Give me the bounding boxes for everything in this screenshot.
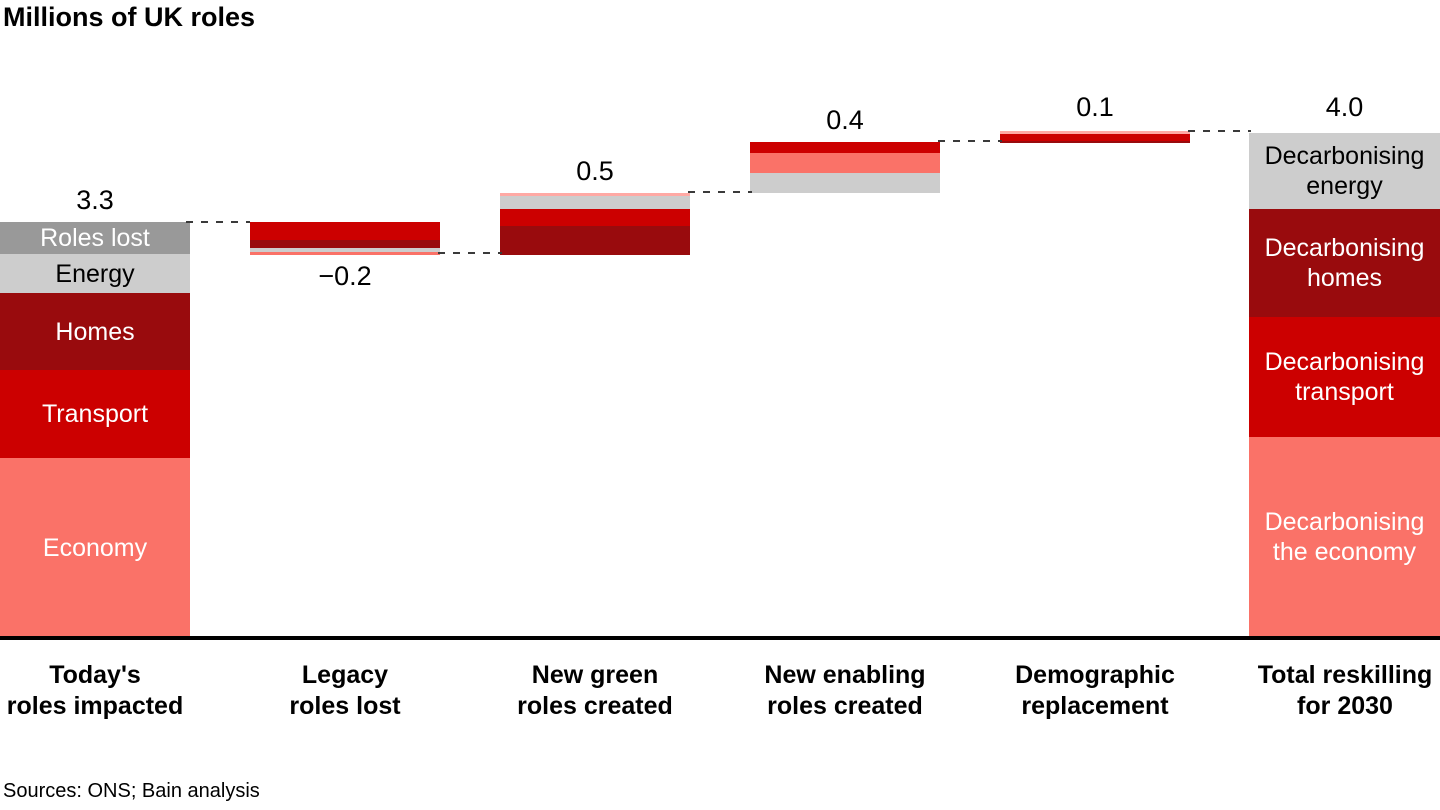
bar-total-reskilling-2030: Decarbonising energy Decarbonising homes… — [1249, 133, 1440, 637]
segment-homes: Homes — [0, 293, 190, 370]
segment-enabling-red — [750, 142, 940, 153]
segment-decarbonising-the-economy: Decarbonising the economy — [1249, 437, 1440, 637]
axis-label-total-reskilling: Total reskilling for 2030 — [1230, 660, 1440, 722]
segment-label-decarbonising-homes: Decarbonising homes — [1265, 233, 1425, 293]
axis-label-line: roles created — [767, 692, 923, 720]
axis-label-line: for 2030 — [1297, 692, 1393, 720]
segment-demo-darkred — [1000, 141, 1190, 143]
segment-green-gray — [500, 196, 690, 209]
x-axis-baseline — [0, 636, 1440, 640]
segment-label-line: Decarbonising — [1264, 234, 1425, 262]
segment-demo-red — [1000, 134, 1190, 141]
bar-new-green-roles — [500, 193, 690, 255]
segment-transport: Transport — [0, 370, 190, 458]
segment-green-red — [500, 209, 690, 226]
segment-legacy-darkred — [250, 240, 440, 248]
segment-label-line: Decarbonising — [1264, 508, 1425, 536]
axis-label-line: replacement — [1021, 692, 1169, 720]
chart-title: Millions of UK roles — [3, 2, 256, 32]
connector-dashed-line-2 — [438, 252, 502, 254]
value-label-todays: 3.3 — [76, 185, 114, 215]
connector-dashed-line-5 — [1188, 130, 1251, 132]
segment-label-decarbonising-transport: Decarbonising transport — [1265, 347, 1425, 407]
source-note: Sources: ONS; Bain analysis — [3, 780, 260, 802]
segment-roles-lost: Roles lost — [0, 222, 190, 254]
segment-demo-pink — [1000, 131, 1190, 134]
segment-enabling-salmon — [750, 153, 940, 173]
segment-economy: Economy — [0, 458, 190, 637]
segment-label-economy: Economy — [42, 533, 148, 562]
axis-label-line: roles created — [517, 692, 673, 720]
axis-label-line: Legacy — [301, 661, 389, 689]
segment-decarbonising-transport: Decarbonising transport — [1249, 317, 1440, 437]
connector-dashed-line-3 — [688, 191, 752, 193]
segment-enabling-gray — [750, 173, 940, 193]
segment-decarbonising-homes: Decarbonising homes — [1249, 209, 1440, 317]
segment-legacy-gray — [250, 248, 440, 252]
segment-label-roles-lost: Roles lost — [40, 224, 150, 252]
value-label-demographic: 0.1 — [1076, 92, 1114, 122]
axis-label-demographic-replacement: Demographic replacement — [980, 660, 1210, 722]
segment-legacy-red — [250, 222, 440, 240]
segment-label-line: Decarbonising — [1264, 142, 1425, 170]
axis-label-line: roles impacted — [6, 692, 184, 720]
segment-label-energy: Energy — [55, 259, 135, 288]
axis-label-line: roles lost — [289, 692, 401, 720]
axis-label-new-green-roles: New green roles created — [480, 660, 710, 722]
bar-new-enabling-roles — [750, 142, 940, 193]
axis-label-todays-roles-impacted: Today's roles impacted — [0, 660, 210, 722]
value-label-total: 4.0 — [1325, 92, 1364, 122]
segment-energy: Energy — [0, 254, 190, 293]
segment-label-line: Decarbonising — [1264, 348, 1425, 376]
value-label-enabling: 0.4 — [826, 105, 864, 135]
segment-green-pink — [500, 193, 690, 196]
axis-label-line: Total reskilling — [1257, 661, 1433, 689]
bar-todays-roles-impacted: Roles lost Energy Homes Transport Econom… — [0, 222, 190, 637]
segment-label-decarbonising-energy: Decarbonising energy — [1265, 141, 1425, 201]
value-label-legacy: −0.2 — [318, 261, 372, 291]
segment-label-line: the economy — [1272, 538, 1417, 566]
segment-label-transport: Transport — [41, 400, 149, 428]
segment-legacy-salmon — [250, 252, 440, 255]
axis-label-line: New enabling — [764, 661, 926, 689]
axis-label-line: Demographic — [1015, 661, 1175, 689]
value-label-green: 0.5 — [576, 156, 614, 186]
connector-dashed-line-1 — [186, 221, 250, 223]
segment-decarbonising-energy: Decarbonising energy — [1249, 133, 1440, 209]
bar-legacy-roles-lost — [250, 222, 440, 255]
connector-dashed-line-4 — [938, 140, 1002, 142]
segment-label-homes: Homes — [55, 317, 135, 346]
segment-label-line: energy — [1306, 172, 1383, 200]
segment-label-line: transport — [1295, 378, 1394, 406]
axis-label-line: Today's — [49, 661, 141, 689]
axis-label-new-enabling-roles: New enabling roles created — [730, 660, 960, 722]
axis-label-line: New green — [531, 661, 659, 689]
bar-demographic-replacement — [1000, 131, 1190, 143]
segment-label-line: homes — [1306, 264, 1383, 292]
segment-green-darkred — [500, 226, 690, 255]
segment-label-decarbonising-the-economy: Decarbonising the economy — [1265, 507, 1425, 567]
axis-label-legacy-roles-lost: Legacy roles lost — [230, 660, 460, 722]
